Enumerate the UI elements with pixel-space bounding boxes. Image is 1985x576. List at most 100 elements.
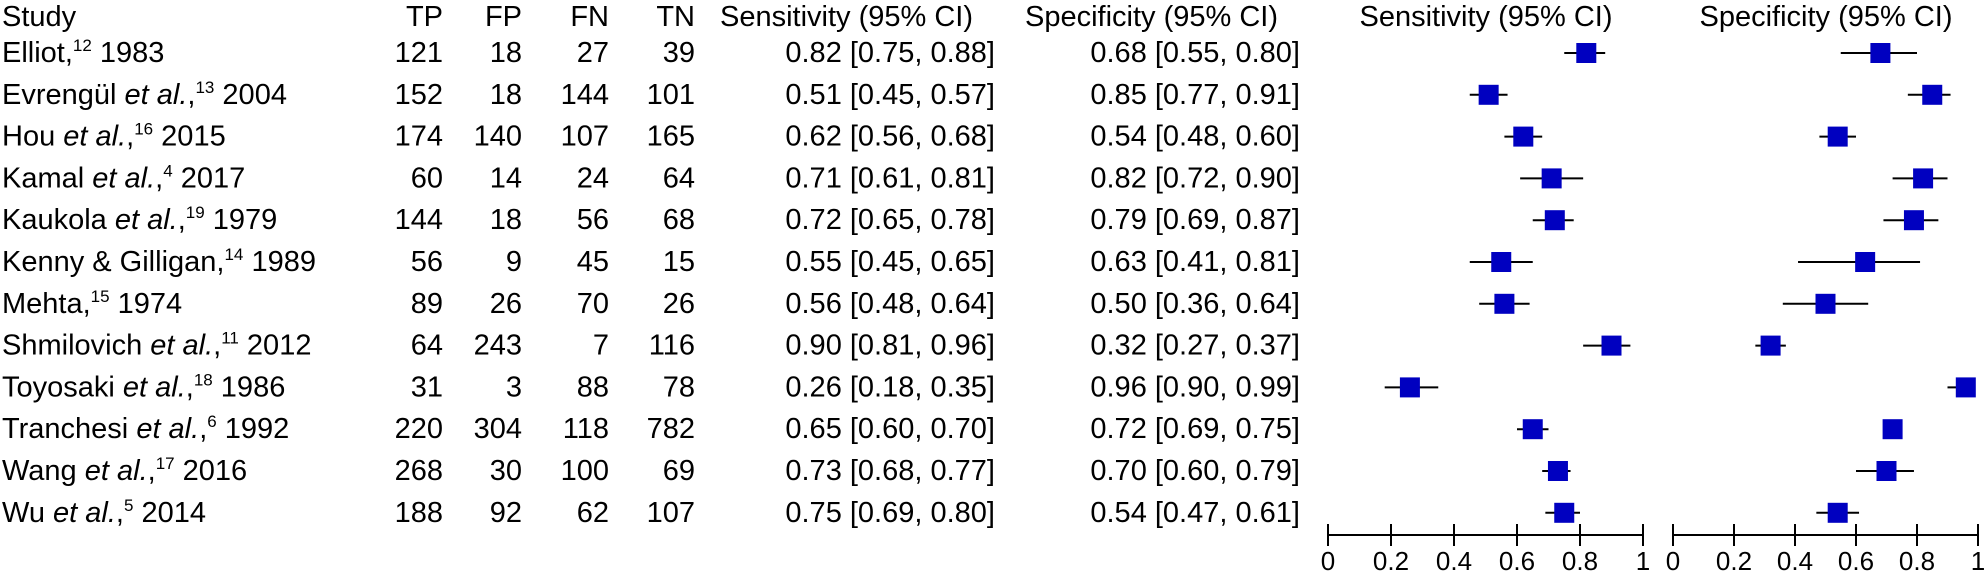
cell-tn: 15 [663,246,695,278]
point-estimate-marker [1815,293,1836,314]
x-tick-label: 0.4 [1777,546,1813,576]
x-tick-label: 0.6 [1499,546,1535,576]
x-tick-label: 0.8 [1562,546,1598,576]
cell-specificity: 0.82 [0.72, 0.90] [1090,162,1300,194]
cell-sensitivity: 0.51 [0.45, 0.57] [785,79,995,111]
cell-sensitivity: 0.72 [0.65, 0.78] [785,204,995,236]
cell-tn: 69 [663,455,695,487]
cell-fn: 24 [577,162,609,194]
point-estimate-marker [1601,335,1622,356]
table-row: Kaukola et al.,19 1979 144 18 56 68 0.72 [0.6… [2,203,1300,236]
point-estimate-marker [1541,168,1562,189]
cell-sensitivity: 0.65 [0.60, 0.70] [785,413,995,445]
study-name: Elliot,12 1983 [2,36,164,69]
cell-sensitivity: 0.73 [0.68, 0.77] [785,455,995,487]
cell-fp: 304 [474,413,522,445]
study-name: Kamal et al.,4 2017 [2,161,245,194]
cell-specificity: 0.68 [0.55, 0.80] [1090,37,1300,69]
cell-specificity: 0.79 [0.69, 0.87] [1090,204,1300,236]
study-name: Wu et al.,5 2014 [2,496,206,529]
cell-fp: 14 [490,162,522,194]
specificity-plot-title: Specificity (95% CI) [1699,1,1952,33]
study-name: Wang et al.,17 2016 [2,454,247,487]
cell-sensitivity: 0.55 [0.45, 0.65] [785,246,995,278]
table-row: Evrengül et al.,13 2004 152 18 144 101 0.51 [… [2,78,1300,111]
cell-fn: 107 [561,121,609,153]
point-estimate-marker [1827,126,1848,147]
point-estimate-marker [1955,377,1976,398]
cell-tp: 144 [395,204,443,236]
cell-tp: 64 [411,330,443,362]
point-estimate-marker [1855,252,1876,272]
cell-specificity: 0.63 [0.41, 0.81] [1090,246,1300,278]
point-estimate-marker [1903,210,1924,231]
cell-tp: 220 [395,413,443,445]
cell-fp: 18 [490,37,522,69]
table-row: Tranchesi et al.,6 1992 220 304 118 782 0.65 … [2,412,1300,445]
cell-tn: 64 [663,162,695,194]
table-header: Study TP FP FN TN Sensitivity (95% CI) Specifi… [2,1,1953,33]
cell-specificity: 0.70 [0.60, 0.79] [1090,455,1300,487]
study-name: Kenny & Gilligan,14 1989 [2,245,316,278]
cell-fn: 144 [561,79,609,111]
x-tick-label: 1 [1636,546,1650,576]
cell-fn: 7 [593,330,609,362]
cell-fn: 100 [561,455,609,487]
cell-specificity: 0.54 [0.47, 0.61] [1090,497,1300,529]
study-name: Toyosaki et al.,18 1986 [2,370,285,403]
point-estimate-marker [1876,461,1897,481]
table-row: Wu et al.,5 2014 188 92 62 107 0.75 [0.69, 0.… [2,496,1300,529]
cell-fp: 18 [490,204,522,236]
table-row: Kamal et al.,4 2017 60 14 24 64 0.71 [0.61, 0… [2,161,1300,194]
cell-specificity: 0.72 [0.69, 0.75] [1090,413,1300,445]
cell-specificity: 0.54 [0.48, 0.60] [1090,121,1300,153]
cell-sensitivity: 0.56 [0.48, 0.64] [785,288,995,320]
sensitivity-plot-title: Sensitivity (95% CI) [1359,1,1612,33]
point-estimate-marker [1547,461,1568,481]
cell-tp: 121 [395,37,443,69]
study-name: Evrengül et al.,13 2004 [2,78,287,111]
x-tick-label: 0.4 [1436,546,1472,576]
cell-fn: 62 [577,497,609,529]
header-fp: FP [485,1,522,33]
cell-fp: 30 [490,455,522,487]
table-row: Hou et al.,16 2015 174 140 107 165 0.62 [0.56… [2,120,1300,153]
cell-tn: 26 [663,288,695,320]
cell-sensitivity: 0.75 [0.69, 0.80] [785,497,995,529]
cell-fp: 92 [490,497,522,529]
cell-tp: 89 [411,288,443,320]
x-tick-label: 0.6 [1838,546,1874,576]
cell-sensitivity: 0.62 [0.56, 0.68] [785,121,995,153]
x-tick-label: 1 [1971,546,1985,576]
table-row: Shmilovich et al.,11 2012 64 243 7 116 0.90 [… [2,329,1300,362]
cell-fp: 26 [490,288,522,320]
cell-fn: 27 [577,37,609,69]
cell-tp: 188 [395,497,443,529]
cell-tn: 39 [663,37,695,69]
point-estimate-marker [1544,210,1565,231]
cell-fp: 3 [506,371,522,403]
x-tick-label: 0.2 [1373,546,1409,576]
cell-tp: 60 [411,162,443,194]
point-estimate-marker [1478,84,1499,105]
x-tick-label: 0 [1321,546,1335,576]
cell-fp: 9 [506,246,522,278]
cell-fn: 88 [577,371,609,403]
cell-tn: 107 [647,497,695,529]
cell-fn: 56 [577,204,609,236]
x-tick-label: 0 [1666,546,1680,576]
point-estimate-marker [1576,43,1597,63]
table-row: Elliot,12 1983 121 18 27 39 0.82 [0.75, 0.88]… [2,36,1300,69]
study-name: Shmilovich et al.,11 2012 [2,329,311,362]
cell-specificity: 0.32 [0.27, 0.37] [1090,330,1300,362]
cell-tp: 268 [395,455,443,487]
point-estimate-marker [1922,84,1943,105]
table-row: Mehta,15 1974 89 26 70 26 0.56 [0.48, 0.64] 0.… [2,287,1300,320]
point-estimate-marker [1870,43,1891,63]
study-name: Mehta,15 1974 [2,287,182,320]
cell-fn: 70 [577,288,609,320]
cell-sensitivity: 0.90 [0.81, 0.96] [785,330,995,362]
header-sensitivity: Sensitivity (95% CI) [720,1,973,33]
x-tick-label: 0.8 [1899,546,1935,576]
